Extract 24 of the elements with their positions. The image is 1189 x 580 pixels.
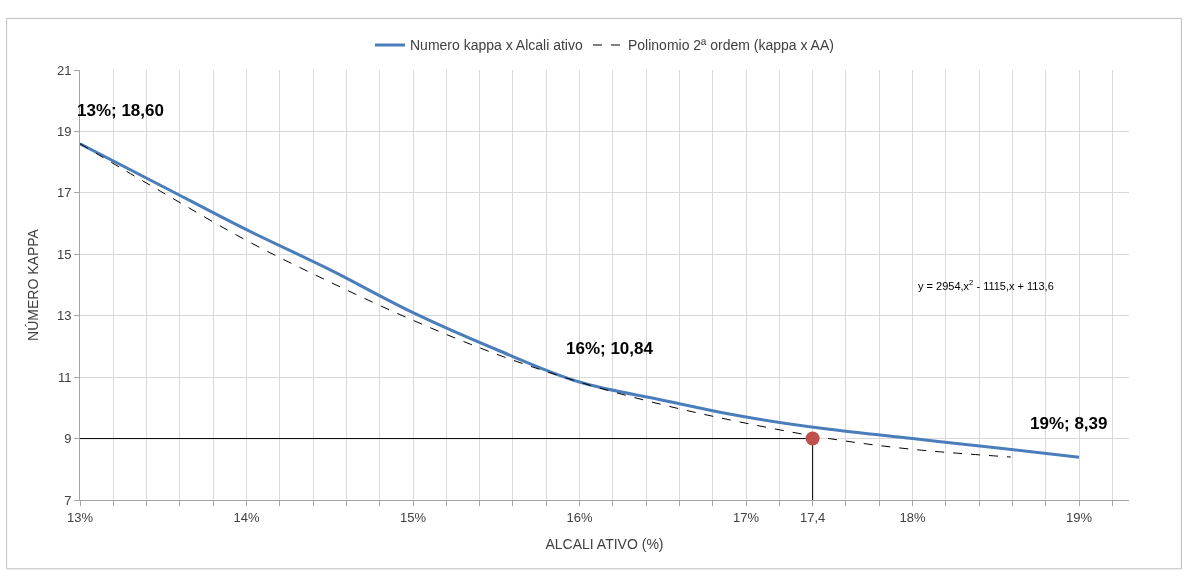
x-tick-label: 19% — [1066, 509, 1093, 525]
x-tick-label: 17,4 — [799, 509, 826, 525]
y-tick-label: 13 — [56, 308, 72, 324]
y-axis-title: NÚMERO KAPPA — [24, 228, 41, 341]
annotation: 19%; 8,39 — [1030, 414, 1108, 433]
x-axis-title: ALCALI ATIVO (%) — [545, 535, 664, 552]
y-tick-label: 21 — [56, 62, 72, 78]
y-tick-label: 19 — [56, 123, 72, 139]
x-tick-label: 15% — [400, 509, 427, 525]
annotation: y = 2954,x$^{2}$ - 1115,x + 113,6 — [918, 278, 1054, 292]
y-tick-label: 7 — [64, 492, 72, 508]
x-tick-label: 13% — [66, 509, 94, 525]
annotation: 16%; 10,84 — [566, 339, 654, 358]
x-tick-label: 17% — [733, 509, 760, 525]
legend-label: Polinomio 2ª ordem (kappa x AA) — [627, 37, 834, 54]
legend-label: Numero kappa x Alcali ativo — [410, 37, 583, 54]
y-tick-label: 9 — [64, 431, 72, 447]
y-tick-label: 11 — [57, 369, 72, 385]
annotation: 13%; 18,60 — [77, 101, 164, 120]
x-tick-label: 16% — [566, 509, 593, 525]
x-tick-label: 14% — [233, 509, 260, 525]
y-tick-label: 15 — [56, 246, 72, 262]
x-tick-label: 18% — [899, 509, 926, 525]
y-tick-label: 17 — [56, 185, 72, 201]
